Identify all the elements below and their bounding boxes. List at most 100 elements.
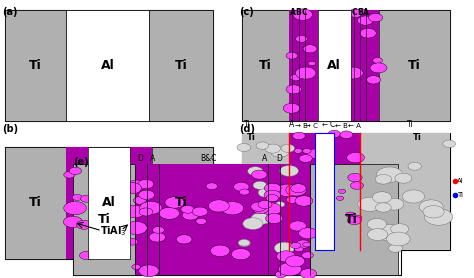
Text: D: D	[137, 154, 143, 163]
Circle shape	[81, 195, 93, 202]
Circle shape	[140, 201, 162, 214]
Text: Ti: Ti	[29, 59, 42, 72]
Circle shape	[277, 184, 299, 197]
Circle shape	[366, 76, 381, 84]
Text: Ti: Ti	[175, 59, 187, 72]
Circle shape	[264, 190, 281, 200]
Circle shape	[285, 255, 305, 267]
Circle shape	[291, 184, 306, 193]
Circle shape	[346, 152, 365, 163]
FancyBboxPatch shape	[379, 10, 450, 121]
Circle shape	[286, 85, 301, 94]
Circle shape	[286, 52, 298, 59]
Circle shape	[221, 202, 244, 215]
Text: Ti: Ti	[29, 197, 42, 209]
Text: Ti: Ti	[345, 213, 357, 226]
FancyBboxPatch shape	[351, 10, 379, 121]
FancyBboxPatch shape	[310, 164, 398, 275]
Circle shape	[302, 252, 313, 259]
Circle shape	[376, 167, 403, 182]
FancyBboxPatch shape	[5, 147, 213, 259]
Text: Ti: Ti	[259, 59, 272, 72]
Circle shape	[132, 264, 140, 269]
Circle shape	[165, 197, 184, 208]
Text: (c): (c)	[239, 7, 254, 17]
Circle shape	[128, 180, 146, 191]
FancyBboxPatch shape	[318, 10, 351, 121]
Circle shape	[251, 213, 271, 224]
Circle shape	[239, 189, 250, 195]
Circle shape	[182, 210, 199, 220]
Circle shape	[295, 196, 313, 206]
Text: Ti: Ti	[407, 120, 413, 129]
Circle shape	[349, 9, 363, 17]
FancyBboxPatch shape	[135, 164, 310, 275]
Circle shape	[280, 165, 299, 177]
Circle shape	[300, 269, 317, 278]
Circle shape	[368, 13, 383, 22]
Circle shape	[286, 184, 306, 196]
Circle shape	[291, 242, 301, 249]
Text: B&C: B&C	[201, 154, 217, 163]
Circle shape	[64, 216, 82, 227]
FancyBboxPatch shape	[88, 147, 130, 259]
Text: (e): (e)	[73, 157, 89, 167]
Text: ← A: ← A	[348, 123, 361, 129]
Circle shape	[276, 251, 295, 262]
Circle shape	[408, 162, 421, 170]
Text: TiAl$_3$: TiAl$_3$	[100, 224, 127, 238]
Circle shape	[375, 175, 392, 184]
Circle shape	[64, 172, 75, 178]
FancyBboxPatch shape	[152, 147, 213, 259]
Circle shape	[375, 203, 391, 212]
Circle shape	[423, 205, 444, 218]
Circle shape	[308, 61, 316, 66]
Circle shape	[153, 227, 164, 234]
Circle shape	[293, 9, 312, 20]
FancyBboxPatch shape	[242, 10, 450, 121]
Circle shape	[122, 182, 141, 194]
Text: D: D	[276, 154, 282, 163]
Circle shape	[307, 149, 323, 158]
Circle shape	[210, 245, 230, 257]
Circle shape	[69, 167, 82, 175]
Circle shape	[387, 232, 410, 246]
Circle shape	[139, 208, 153, 216]
Circle shape	[389, 244, 402, 252]
Circle shape	[443, 140, 456, 148]
Text: Ti: Ti	[175, 197, 187, 209]
Text: Al: Al	[101, 59, 115, 72]
Text: B: B	[296, 8, 301, 17]
Text: (b): (b)	[2, 124, 18, 134]
Circle shape	[360, 28, 376, 38]
Text: C: C	[302, 8, 308, 17]
Circle shape	[367, 219, 386, 230]
Text: A: A	[290, 8, 295, 17]
Text: Ti: Ti	[457, 192, 464, 198]
Circle shape	[292, 184, 302, 190]
Circle shape	[237, 143, 251, 152]
Circle shape	[303, 242, 311, 247]
Circle shape	[372, 192, 392, 203]
Circle shape	[358, 197, 382, 211]
FancyBboxPatch shape	[242, 133, 289, 250]
Circle shape	[265, 144, 281, 153]
Text: Ti: Ti	[413, 133, 421, 142]
Text: Al: Al	[457, 178, 464, 184]
Circle shape	[279, 262, 301, 276]
Circle shape	[138, 180, 154, 189]
Circle shape	[261, 203, 282, 215]
Circle shape	[124, 205, 145, 218]
Circle shape	[265, 214, 283, 224]
Text: A: A	[262, 154, 267, 163]
Circle shape	[133, 197, 146, 204]
Circle shape	[290, 74, 301, 81]
Circle shape	[253, 205, 268, 214]
Circle shape	[76, 220, 92, 229]
Circle shape	[80, 251, 94, 260]
Circle shape	[367, 229, 388, 240]
Circle shape	[283, 103, 300, 113]
Text: Al: Al	[327, 59, 341, 72]
FancyBboxPatch shape	[73, 164, 401, 275]
Circle shape	[370, 63, 387, 73]
